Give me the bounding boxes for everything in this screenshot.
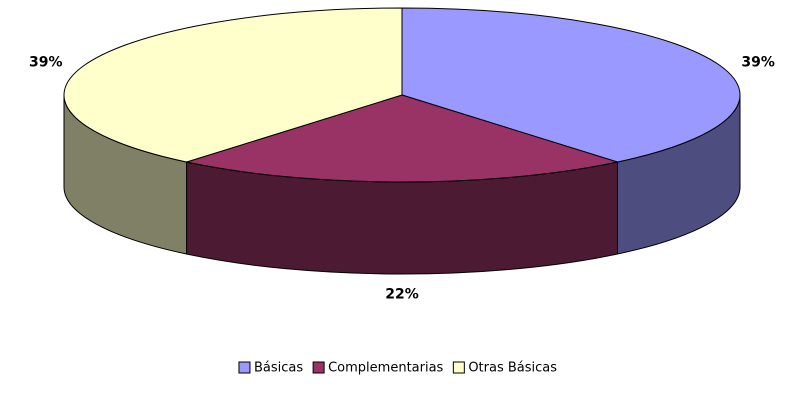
legend-label: Complementarias xyxy=(328,361,443,376)
slice xyxy=(184,94,620,183)
legend-swatch xyxy=(452,361,465,374)
value-label: 39% xyxy=(741,55,775,71)
legend-label: Básicas xyxy=(254,361,303,376)
slice xyxy=(63,7,403,163)
legend-swatch xyxy=(238,361,251,374)
value-label: 39% xyxy=(29,55,63,71)
value-label: 22% xyxy=(385,287,419,303)
legend-label: Otras Básicas xyxy=(468,361,557,376)
legend-swatch xyxy=(312,361,325,374)
slice xyxy=(401,7,741,163)
